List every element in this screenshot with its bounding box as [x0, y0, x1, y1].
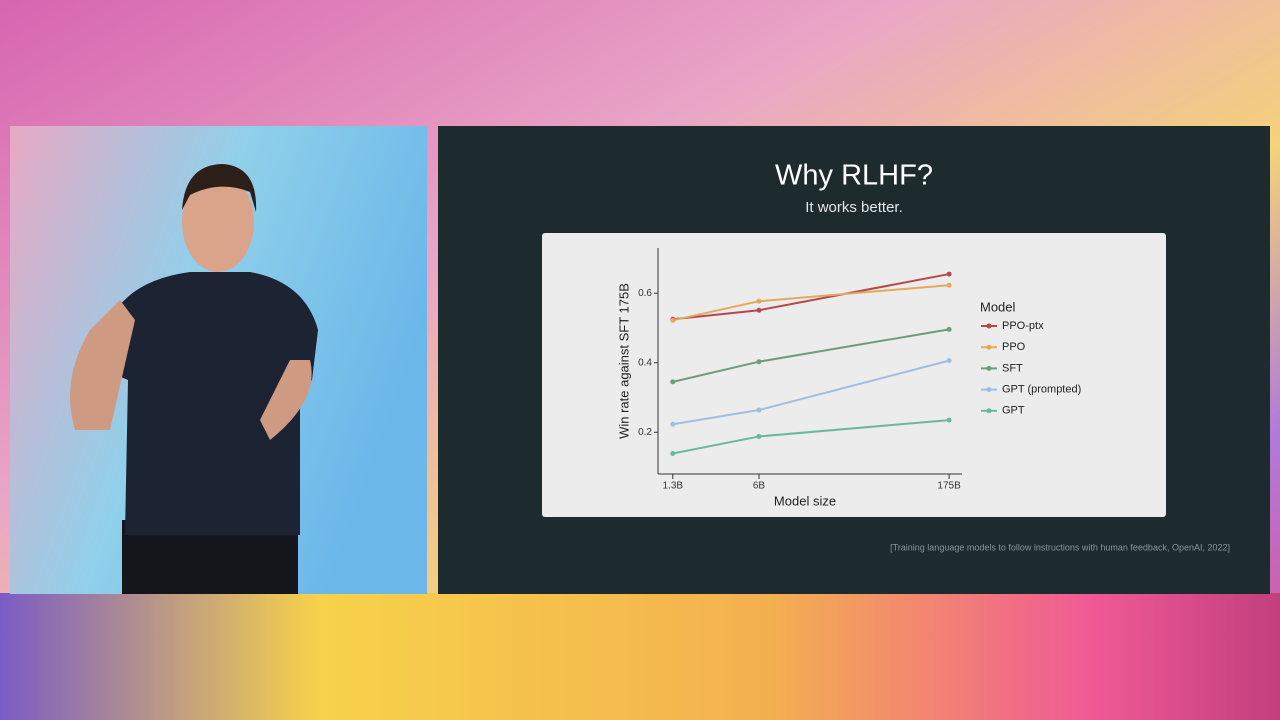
data-point	[756, 433, 762, 439]
y-tick-label: 0.2	[638, 427, 652, 438]
x-axis-label: Model size	[774, 493, 836, 508]
y-axis-label: Win rate against SFT 175B	[616, 283, 631, 439]
data-point	[756, 298, 762, 304]
data-point	[670, 450, 676, 456]
legend-label: PPO-ptx	[1002, 320, 1044, 332]
legend-label: GPT	[1002, 405, 1025, 417]
data-point	[946, 358, 952, 364]
slide-subtitle: It works better.	[805, 199, 903, 216]
data-point	[670, 379, 676, 385]
citation: [Training language models to follow inst…	[890, 542, 1230, 552]
chart: Model size Win rate against SFT 175B Mod…	[616, 248, 1081, 508]
background-bottom	[0, 593, 1280, 720]
x-tick-label: 175B	[937, 481, 961, 492]
legend-marker	[986, 365, 992, 371]
legend-marker	[986, 387, 992, 393]
legend-marker	[986, 408, 992, 414]
legend-label: PPO	[1002, 341, 1026, 353]
x-tick-label: 6B	[753, 481, 766, 492]
chart-panel	[542, 233, 1166, 517]
legend-label: GPT (prompted)	[1002, 384, 1081, 396]
legend-marker	[986, 344, 992, 350]
y-tick-label: 0.4	[638, 357, 652, 368]
data-point	[756, 307, 762, 313]
data-point	[946, 326, 952, 332]
x-tick-label: 1.3B	[662, 481, 683, 492]
data-point	[946, 282, 952, 288]
data-point	[670, 421, 676, 427]
speaker	[70, 164, 318, 594]
data-point	[946, 417, 952, 423]
data-point	[756, 359, 762, 365]
slide-title: Why RLHF?	[775, 160, 933, 192]
legend-label: SFT	[1002, 362, 1023, 374]
y-tick-label: 0.6	[638, 288, 652, 299]
legend-title: Model	[980, 299, 1016, 314]
legend-marker	[986, 323, 992, 329]
data-point	[756, 407, 762, 413]
data-point	[946, 271, 952, 277]
data-point	[670, 317, 676, 323]
